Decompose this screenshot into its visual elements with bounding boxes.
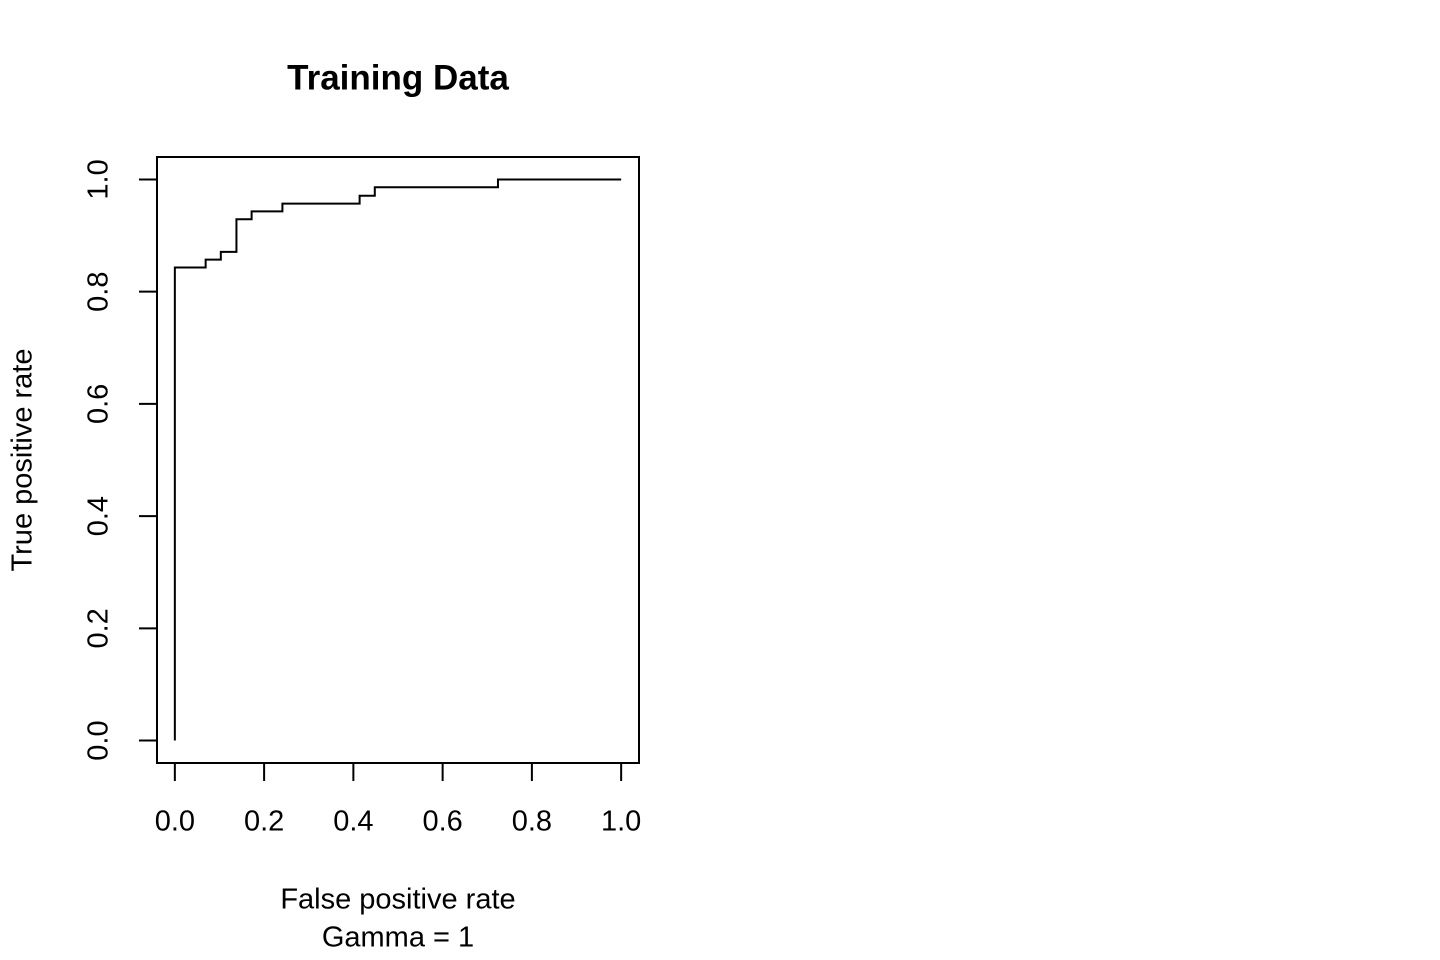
y-tick-label: 0.8 — [83, 272, 115, 312]
subtitle: Gamma = 1 — [322, 922, 474, 954]
plot-box — [156, 156, 640, 764]
x-axis-label: False positive rate — [280, 884, 515, 916]
x-tick-label: 0.4 — [333, 806, 373, 838]
x-tick-label: 0.0 — [155, 806, 195, 838]
x-tick-label: 0.8 — [512, 806, 552, 838]
y-tick-label: 0.4 — [83, 496, 115, 536]
y-tick-label: 0.6 — [83, 384, 115, 424]
chart-title: Training Data — [287, 58, 509, 97]
x-tick-label: 0.6 — [422, 806, 462, 838]
roc-line — [173, 178, 622, 741]
x-tick-label: 0.2 — [244, 806, 284, 838]
y-tick-label: 0.2 — [83, 608, 115, 648]
x-tick-label: 1.0 — [601, 806, 641, 838]
y-axis-label: True positive rate — [7, 349, 39, 572]
y-tick-label: 0.0 — [83, 720, 115, 760]
y-tick-label: 1.0 — [83, 159, 115, 199]
